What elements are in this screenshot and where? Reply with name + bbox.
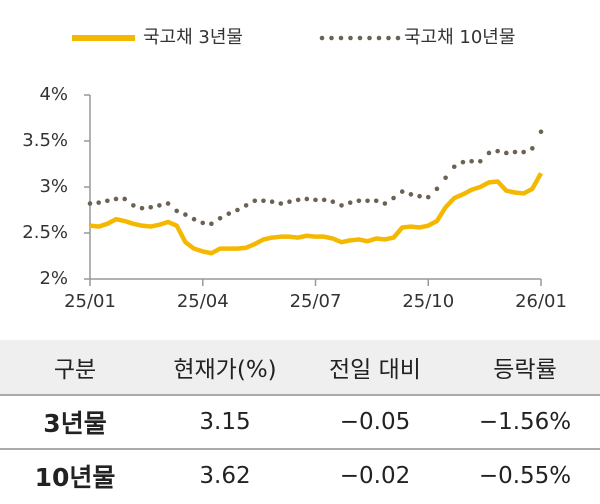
data-point [96,200,101,205]
data-point [200,220,206,226]
data-point [443,175,448,181]
data-point [321,197,327,203]
data-point [243,203,249,208]
legend-swatch [329,35,334,41]
legend-label: 국고채 10년물 [404,27,515,48]
cell: −0.05 [300,394,450,449]
x-tick-label: 25/07 [290,291,342,312]
cell: −0.55% [450,448,600,502]
data-point [269,199,275,205]
row: 10년물 3.62 −0.02 −0.55% [0,448,600,502]
data-point [287,199,292,205]
header-cell: 구분 [0,340,150,395]
data-point [209,221,214,227]
y-tick-label: 2.5% [22,222,68,243]
header-cell: 현재가(%) [150,340,300,395]
data-point [373,198,379,204]
data-point [356,198,362,204]
data-point [330,199,336,205]
cell: −1.56% [450,394,600,449]
data-point [382,201,388,206]
data-point [304,196,310,202]
chart: 2% 2.5% 3% 3.5% 4% 25/01 25/04 25/07 25/10 26/01 국… [22,27,567,312]
data-point [469,158,474,164]
data-point [434,186,440,192]
legend-swatch [395,35,401,41]
x-tick-label: 25/01 [64,291,116,312]
legend-swatch [319,35,325,41]
data-point [87,201,93,206]
data-point [365,198,370,204]
data-point [261,198,266,204]
row: 3년물 3.15 −0.05 −1.56% [0,394,600,449]
data-point [538,129,544,135]
legend-swatch [338,35,344,41]
header-row: 구분 현재가(%) 전일 대비 등락률 [0,340,600,395]
legend-label: 국고채 3년물 [143,27,243,48]
data-point [113,196,119,202]
data-point [530,146,535,151]
data-point [313,197,318,203]
y-tick-label: 2% [39,268,68,289]
data-point [495,148,500,154]
data-point [148,204,154,210]
data-point [131,203,136,208]
data-point [477,158,483,164]
data-point [425,194,431,200]
y-tick-label: 4% [39,84,68,105]
x-tick-label: 26/01 [515,291,567,312]
cell: 10년물 [0,448,150,502]
cell: 3년물 [0,394,150,449]
data-point [521,149,526,155]
data-point [504,150,509,156]
data-point [391,195,396,201]
series-line [89,172,543,256]
data-point [122,196,127,202]
x-tick-label: 25/10 [402,291,454,312]
data-point [183,212,188,217]
data-point [278,201,284,206]
y-tick-label: 3% [39,176,68,197]
data-point [165,201,171,206]
cell: 3.15 [150,394,300,449]
legend-swatch [357,35,363,41]
data-point [339,203,344,208]
header-cell: 등락률 [450,340,600,395]
data-point [460,159,466,165]
y-tick-label: 3.5% [22,130,68,151]
x-tick-label: 25/04 [177,291,229,312]
legend-swatch [348,35,353,41]
legend-swatch [367,35,372,41]
data-point [512,149,518,155]
data-point [217,215,223,221]
legend-swatch [386,35,391,41]
data-point [235,207,240,213]
data-point [417,193,422,199]
data-point [105,198,110,204]
data-point [295,197,301,203]
data-point [252,198,258,204]
data-point [174,208,180,214]
data-point [139,205,145,211]
cell: −0.02 [300,448,450,502]
data-point [399,189,405,194]
data-point [408,192,414,197]
data-point [347,200,353,205]
legend-swatch [376,35,382,41]
price-table: 구분 현재가(%) 전일 대비 등락률 3년물 3.15 −0.05 −1.56… [0,340,600,502]
header-cell: 전일 대비 [300,340,450,395]
data-point [486,150,492,156]
data-point [191,216,197,222]
data-point [226,211,232,216]
data-point [451,164,457,170]
cell: 3.62 [150,448,300,502]
data-point [157,203,162,208]
